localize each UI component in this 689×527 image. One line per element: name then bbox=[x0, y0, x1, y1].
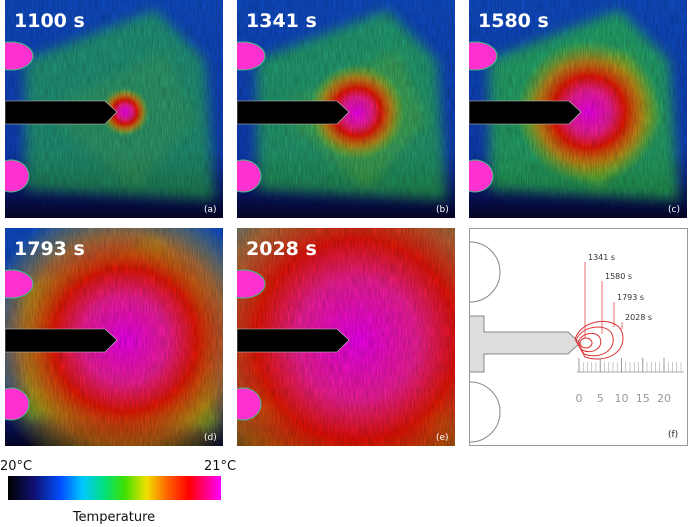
thermal-panel: 1341 s (b) bbox=[237, 0, 455, 218]
contour-label: 2028 s bbox=[625, 313, 652, 322]
thermal-panel: 2028 s (e) bbox=[237, 228, 455, 446]
panel-label: (b) bbox=[436, 205, 449, 215]
panel-time: 1341 s bbox=[246, 10, 317, 32]
panel-time: 1580 s bbox=[478, 10, 549, 32]
panel-label: (e) bbox=[436, 433, 449, 443]
scale-tick-label: 10 bbox=[615, 392, 629, 405]
panel-time: 1100 s bbox=[14, 10, 85, 32]
colorbar-title: Temperature bbox=[72, 510, 155, 525]
contour-label: 1793 s bbox=[617, 293, 644, 302]
colorbar-max: 21°C bbox=[204, 459, 236, 474]
panel-time: 2028 s bbox=[246, 238, 317, 260]
contour-label: 1341 s bbox=[588, 253, 615, 262]
scale-tick-label: 5 bbox=[597, 392, 604, 405]
panel-label: (d) bbox=[204, 433, 217, 443]
panel-label: (a) bbox=[204, 205, 217, 215]
scale-tick-label: 0 bbox=[576, 392, 583, 405]
thermal-panel: 1580 s (c) bbox=[469, 0, 687, 218]
scale-tick-label: 15 bbox=[636, 392, 650, 405]
panel-time: 1793 s bbox=[14, 238, 85, 260]
panel-label: (f) bbox=[668, 430, 678, 440]
contour-label: 1580 s bbox=[605, 272, 632, 281]
diagram: (f) 1341 s 1580 s 1793 s 2028 s 0 5 10 15 20 bbox=[469, 228, 688, 446]
colorbar bbox=[8, 476, 221, 500]
scale-tick-label: 20 bbox=[657, 392, 671, 405]
colorbar-min: 20°C bbox=[0, 459, 32, 474]
thermal-panel: 1100 s (a) bbox=[5, 0, 223, 218]
thermal-panel: 1793 s (d) bbox=[5, 228, 223, 446]
panel-label: (c) bbox=[668, 205, 680, 215]
